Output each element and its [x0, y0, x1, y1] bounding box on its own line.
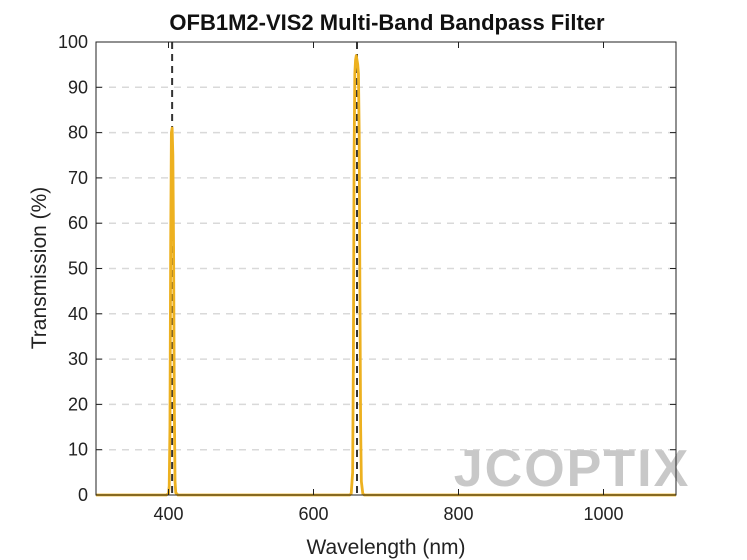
watermark-text: JCOPTIX: [454, 440, 691, 498]
x-tick-label: 800: [443, 504, 473, 524]
y-tick-label: 30: [68, 349, 88, 369]
y-tick-label: 60: [68, 213, 88, 233]
y-tick-label: 80: [68, 123, 88, 143]
x-tick-label: 600: [298, 504, 328, 524]
y-tick-label: 20: [68, 394, 88, 414]
y-tick-label: 70: [68, 168, 88, 188]
x-axis-label: Wavelength (nm): [306, 536, 465, 559]
series-line: [96, 54, 676, 497]
axis-ticks: 400 600 800 1000 0 10 20 30 40 50 60 70 80 90 100: [58, 32, 676, 524]
y-tick-label: 50: [68, 259, 88, 279]
grid-lines: [96, 86, 676, 451]
y-tick-label: 90: [68, 77, 88, 97]
y-tick-label: 40: [68, 304, 88, 324]
y-tick-label: 10: [68, 440, 88, 460]
x-tick-label: 400: [153, 504, 183, 524]
x-tick-label: 1000: [583, 504, 623, 524]
reference-lines: [171, 42, 358, 495]
watermark-logo: JCOPTIX: [454, 440, 691, 498]
chart-title: OFB1M2-VIS2 Multi-Band Bandpass Filter: [169, 10, 605, 35]
y-axis-label: Transmission (%): [28, 187, 51, 350]
data-series: [96, 54, 676, 497]
y-tick-label: 100: [58, 32, 88, 52]
y-tick-label: 0: [78, 485, 88, 505]
